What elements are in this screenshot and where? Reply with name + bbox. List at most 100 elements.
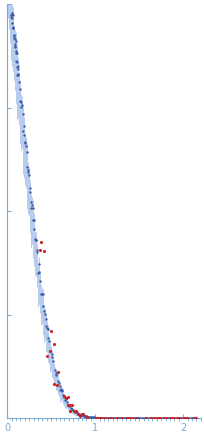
- Point: [114, 414, 117, 421]
- Point: [54, 371, 58, 378]
- Point: [161, 414, 165, 421]
- Point: [152, 414, 155, 421]
- Point: [89, 414, 92, 421]
- Point: [126, 414, 130, 421]
- Point: [190, 414, 194, 421]
- Point: [19, 99, 22, 106]
- Point: [173, 414, 176, 421]
- Point: [40, 239, 43, 246]
- Point: [43, 248, 46, 255]
- Point: [18, 85, 21, 92]
- Point: [61, 391, 64, 398]
- Point: [27, 172, 31, 179]
- Point: [109, 414, 113, 421]
- Point: [20, 104, 23, 111]
- Point: [158, 414, 161, 421]
- Point: [105, 414, 108, 421]
- Point: [132, 414, 135, 421]
- Point: [192, 414, 195, 421]
- Point: [93, 414, 96, 421]
- Point: [49, 327, 52, 334]
- Point: [96, 414, 99, 421]
- Point: [50, 354, 54, 361]
- Point: [10, 13, 13, 20]
- Point: [132, 414, 136, 421]
- Point: [101, 414, 105, 421]
- Point: [150, 415, 153, 422]
- Point: [21, 111, 24, 118]
- Point: [22, 122, 25, 129]
- Point: [80, 412, 84, 419]
- Point: [12, 24, 15, 31]
- Point: [193, 414, 196, 421]
- Point: [146, 414, 150, 421]
- Point: [54, 370, 57, 377]
- Point: [164, 414, 167, 421]
- Point: [73, 409, 76, 416]
- Point: [11, 24, 14, 31]
- Point: [75, 409, 78, 416]
- Point: [125, 414, 129, 421]
- Point: [48, 347, 52, 354]
- Point: [143, 414, 146, 421]
- Point: [87, 413, 90, 420]
- Point: [60, 386, 64, 393]
- Point: [23, 139, 26, 146]
- Point: [15, 63, 18, 70]
- Point: [165, 414, 168, 421]
- Point: [39, 277, 42, 284]
- Point: [92, 414, 95, 421]
- Point: [176, 414, 180, 421]
- Point: [84, 413, 88, 420]
- Point: [72, 408, 75, 415]
- Point: [107, 414, 110, 421]
- Point: [66, 394, 69, 401]
- Point: [15, 50, 18, 57]
- Point: [56, 369, 59, 376]
- Point: [41, 291, 44, 298]
- Point: [68, 407, 71, 414]
- Point: [112, 414, 115, 421]
- Point: [122, 414, 125, 421]
- Point: [144, 414, 147, 421]
- Point: [14, 49, 18, 56]
- Point: [81, 411, 84, 418]
- Point: [17, 79, 21, 86]
- Point: [154, 414, 158, 421]
- Point: [14, 57, 18, 64]
- Point: [26, 163, 29, 170]
- Point: [166, 414, 169, 421]
- Point: [37, 268, 41, 275]
- Point: [185, 414, 188, 421]
- Point: [84, 413, 87, 420]
- Point: [80, 410, 83, 417]
- Point: [110, 414, 113, 421]
- Point: [13, 42, 17, 49]
- Point: [65, 398, 68, 405]
- Point: [34, 236, 37, 243]
- Point: [120, 414, 123, 421]
- Point: [160, 414, 163, 421]
- Point: [10, 10, 13, 17]
- Point: [188, 415, 191, 422]
- Point: [71, 406, 74, 413]
- Point: [100, 414, 104, 421]
- Point: [16, 62, 19, 69]
- Point: [20, 101, 23, 108]
- Point: [12, 32, 16, 39]
- Point: [25, 149, 28, 156]
- Point: [128, 414, 131, 421]
- Point: [16, 72, 19, 79]
- Point: [92, 414, 96, 421]
- Point: [94, 414, 98, 421]
- Point: [9, 0, 12, 6]
- Point: [124, 414, 127, 421]
- Point: [162, 414, 166, 421]
- Point: [168, 414, 172, 421]
- Point: [153, 414, 156, 421]
- Point: [10, 14, 13, 21]
- Point: [13, 41, 16, 48]
- Point: [91, 414, 94, 421]
- Point: [46, 326, 49, 333]
- Point: [133, 414, 137, 421]
